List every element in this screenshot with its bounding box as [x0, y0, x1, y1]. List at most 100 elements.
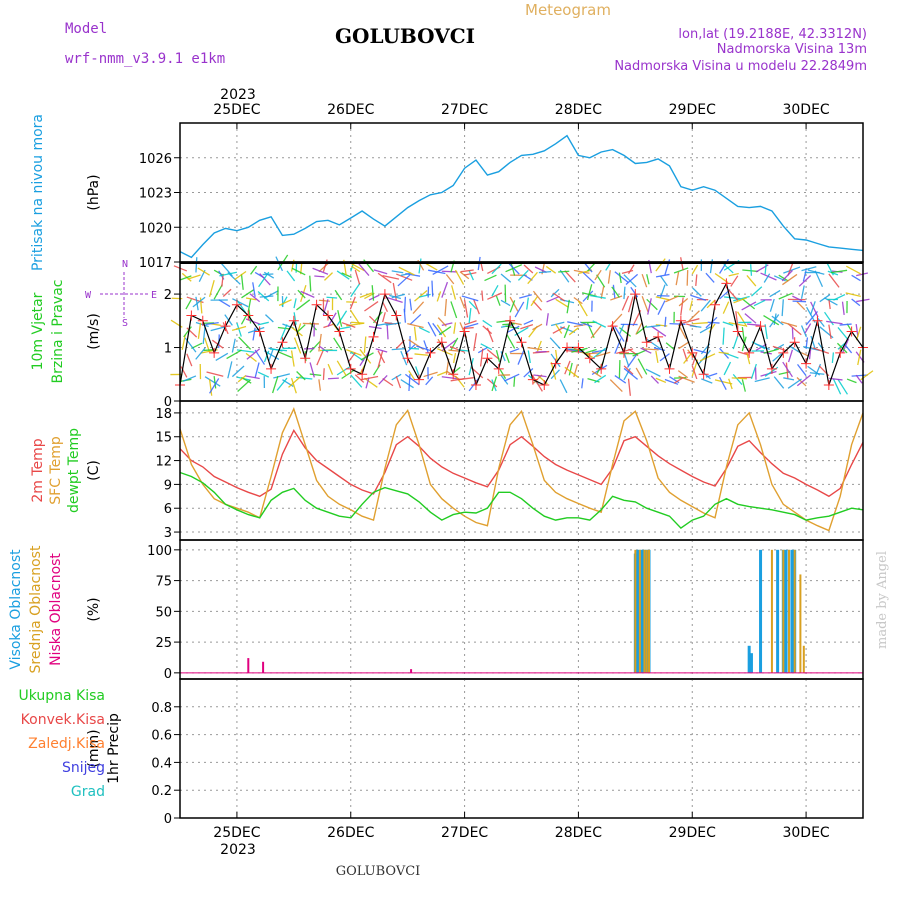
wind-barb: [407, 322, 424, 329]
wind-barb: [763, 315, 780, 326]
wind-point: [220, 321, 231, 332]
wind-point: [288, 315, 299, 326]
wind-barb: [623, 367, 639, 380]
wind-barb: [365, 377, 370, 389]
wind-barb: [827, 270, 839, 276]
wind-point: [721, 278, 732, 289]
wind-barb: [678, 341, 690, 350]
wind-barb: [657, 300, 666, 315]
wind-barb: [728, 272, 739, 277]
wind-point: [209, 347, 220, 358]
wind-barb: [846, 378, 857, 384]
bar-cloud_high: [776, 549, 780, 673]
wind-barb: [722, 301, 730, 314]
wind-point: [322, 310, 333, 321]
wind-barb: [673, 377, 684, 384]
panel-pressure: 1017 1020 1023 1026 (hPa) Pritisak na nivou m…: [30, 102, 864, 271]
wind-barb: [473, 333, 478, 351]
wind-barb: [354, 269, 361, 285]
wind-point: [630, 289, 641, 300]
y-label: Srednja Oblacnost: [28, 545, 44, 673]
y-tick-label: 100: [147, 544, 172, 559]
wind-barb: [555, 323, 563, 334]
wind-barb: [568, 327, 579, 336]
wind-barb: [441, 281, 449, 298]
wind-barb: [646, 298, 658, 311]
legend-entry: Ukupna Kisa: [18, 688, 105, 704]
wind-barb: [607, 270, 611, 284]
wind-barb: [708, 323, 716, 333]
wind-barb: [801, 266, 817, 272]
wind-barb: [532, 323, 543, 331]
wind-barb: [375, 348, 388, 353]
wind-barb: [782, 361, 793, 378]
wind-barb: [457, 377, 474, 381]
y-label: SFC Temp: [48, 436, 64, 505]
wind-barb: [227, 361, 233, 379]
bar-cloud_high: [749, 653, 753, 673]
wind-barb: [785, 362, 789, 379]
wind-barb: [618, 360, 621, 378]
wind-barb: [449, 345, 465, 353]
wind-barb: [360, 375, 379, 381]
wind-barb: [238, 336, 252, 350]
wind-barb: [641, 273, 648, 288]
wind-point: [584, 353, 595, 364]
y-label: Niska Oblacnost: [48, 553, 64, 666]
wind-barb: [773, 343, 785, 351]
wind-barb: [706, 299, 716, 309]
wind-barb: [675, 271, 680, 286]
wind-barb: [810, 301, 819, 318]
wind-barb: [491, 263, 502, 275]
wind-barb: [250, 265, 258, 275]
wind-barb: [809, 301, 816, 316]
wind-barb: [345, 348, 362, 356]
wind-barb: [464, 320, 477, 326]
wind-barb: [504, 373, 520, 382]
wind-barb: [409, 298, 413, 311]
year-top: 2023: [220, 87, 256, 103]
wind-barb: [186, 353, 193, 367]
wind-barb: [787, 349, 794, 363]
wind-barb: [591, 347, 607, 360]
wind-barb: [655, 296, 670, 301]
wind-barb: [723, 361, 732, 376]
wind-barb: [495, 295, 501, 306]
wind-barb: [655, 350, 659, 364]
credit: made by Angel: [875, 551, 890, 649]
wind-barb: [781, 270, 793, 282]
y-tick-label: 1026: [139, 152, 172, 167]
wind-barb: [609, 379, 623, 393]
wind-barb: [182, 375, 197, 382]
wind-point: [653, 331, 664, 342]
wind-barb: [640, 347, 652, 354]
wind-barb: [296, 299, 311, 311]
y-tick-label: 1023: [139, 187, 172, 202]
wind-barb: [804, 323, 812, 334]
bar-cloud_mid: [770, 549, 773, 673]
wind-barb: [363, 336, 367, 353]
wind-barb: [481, 290, 484, 301]
wind-barb: [425, 376, 434, 386]
wind-barb: [281, 296, 288, 307]
wind-barb: [359, 292, 373, 298]
wind-barb: [527, 346, 543, 351]
wind-barb: [772, 351, 784, 362]
wind-barb: [550, 362, 557, 380]
unit-label: (m/s): [86, 313, 102, 350]
wind-barb: [814, 270, 824, 288]
wind-barb: [594, 374, 607, 384]
bar-cloud_high: [759, 549, 763, 673]
legend-entry: Konvek.Kisa: [21, 712, 105, 728]
wind-barb: [763, 348, 779, 354]
wind-barb: [187, 274, 201, 280]
y-tick-label: 0: [164, 395, 172, 410]
wind-barb: [197, 322, 202, 339]
wind-barb: [293, 298, 297, 309]
unit-label: (C): [86, 460, 102, 481]
bar-cloud_mid: [645, 549, 648, 673]
wind-barb: [810, 335, 816, 350]
wind-barb: [552, 326, 566, 334]
dir-w: W: [85, 290, 92, 301]
wind-barb: [647, 298, 652, 315]
